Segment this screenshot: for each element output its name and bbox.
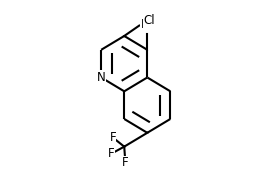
Text: F: F (109, 131, 116, 144)
Text: F: F (108, 147, 115, 160)
Text: Br: Br (141, 18, 154, 31)
Text: Cl: Cl (144, 14, 155, 27)
Text: F: F (122, 156, 129, 169)
Text: N: N (97, 71, 106, 84)
